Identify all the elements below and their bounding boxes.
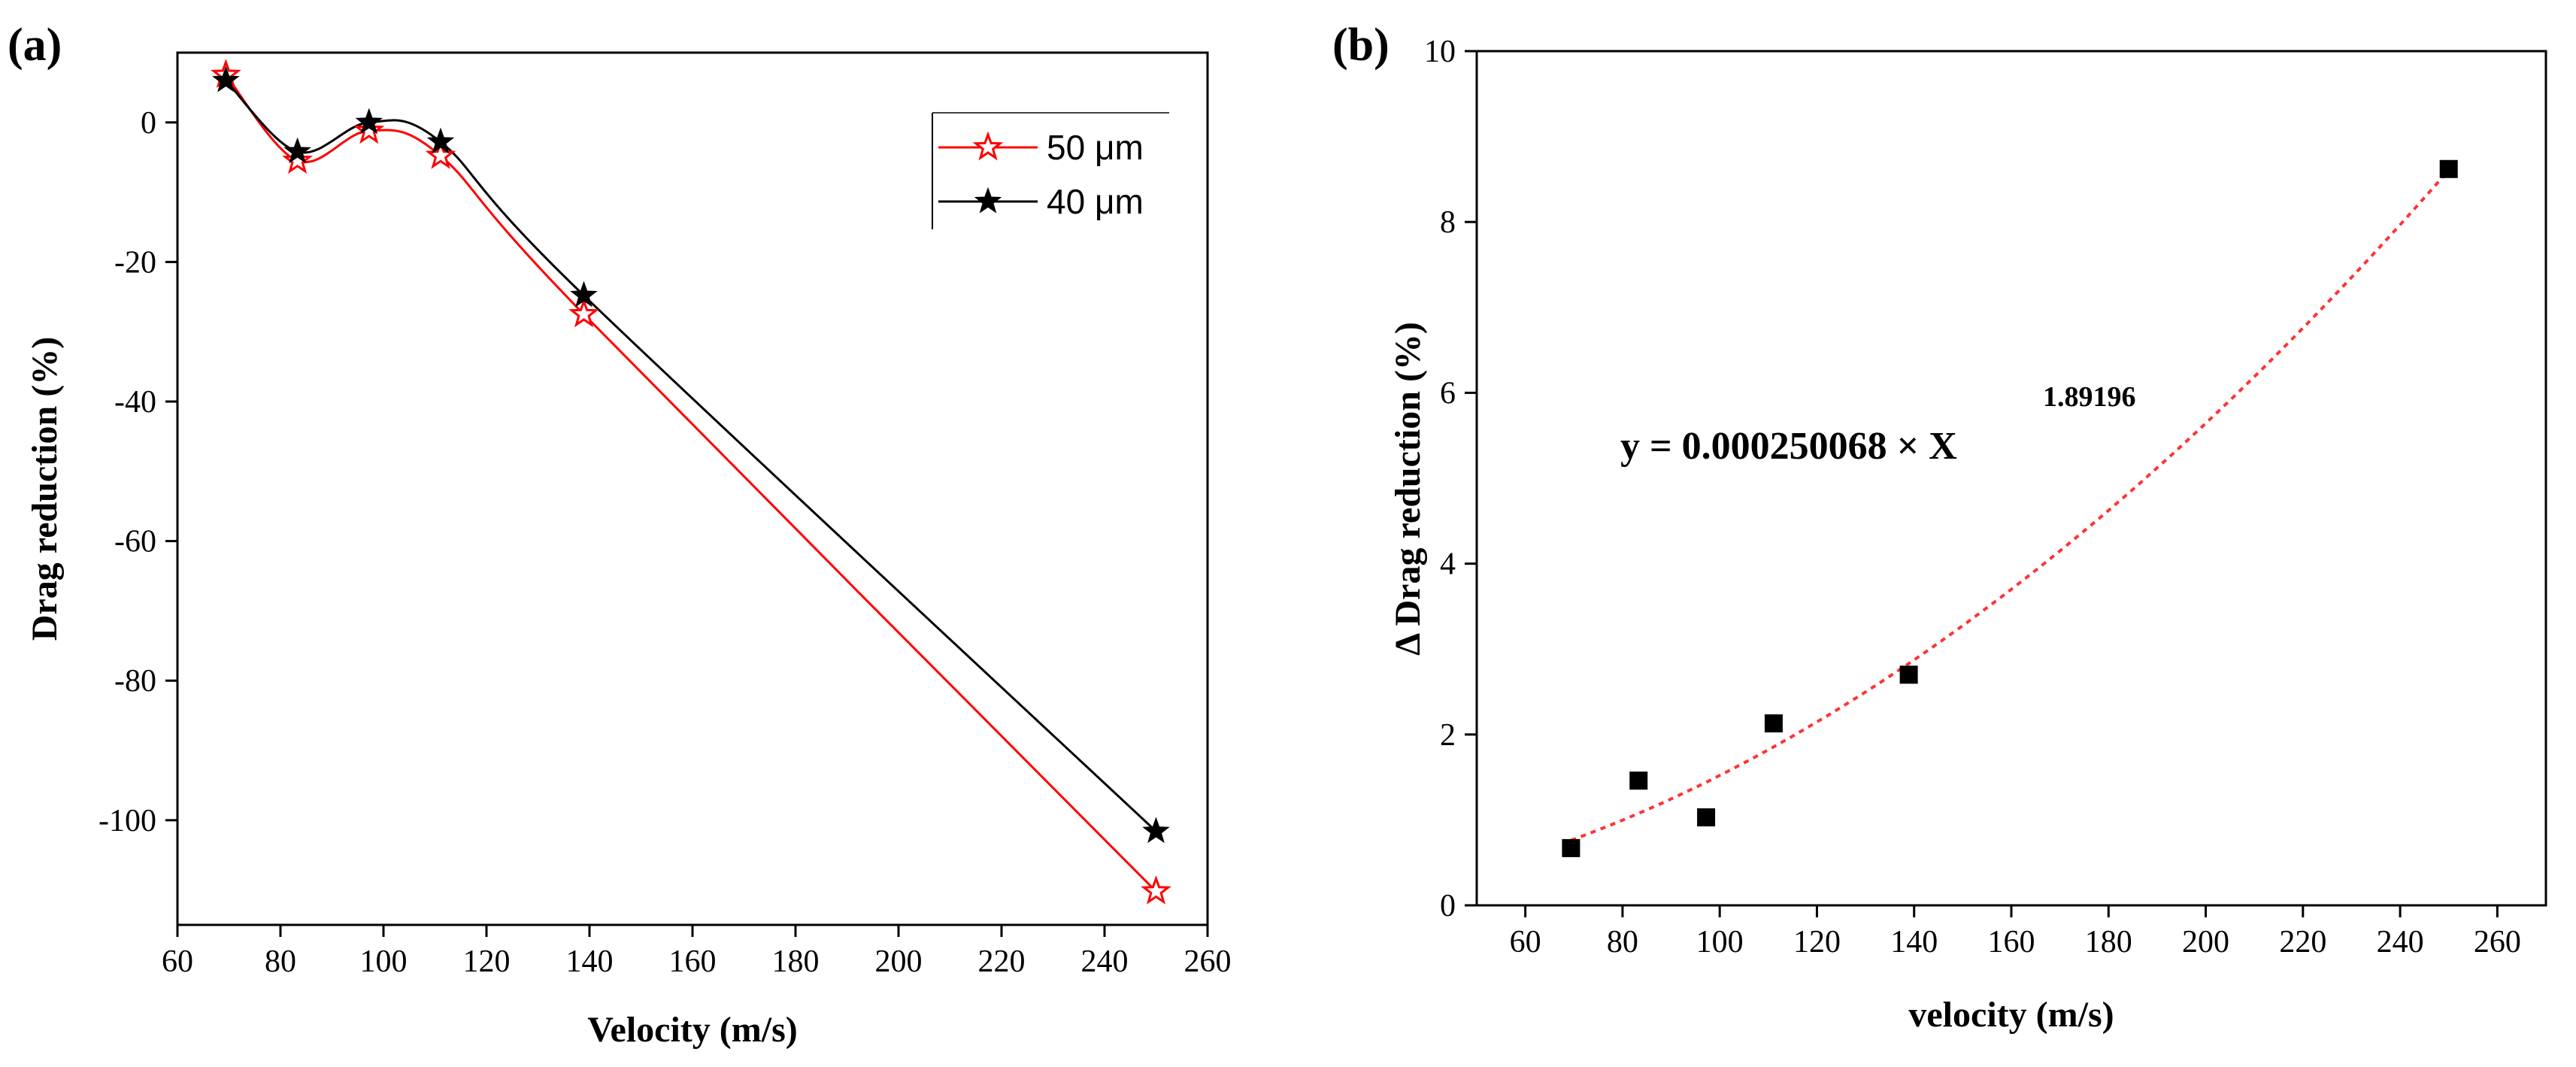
panel-b: (b) 60 80 100 120 140 160 180 200 220 240 260 0 2 4 6… xyxy=(1332,20,2547,1035)
y-tick-label: -20 xyxy=(114,245,156,280)
y-tick-label: 6 xyxy=(1440,376,1456,411)
data-point xyxy=(1697,808,1716,826)
x-tick-label: 60 xyxy=(1510,925,1541,959)
legend-marker-50um xyxy=(972,131,1004,161)
y-tick-label: 0 xyxy=(1440,889,1456,923)
x-tick-label: 60 xyxy=(162,944,193,979)
legend-star-50um xyxy=(972,131,1004,161)
panel-b-fit-group xyxy=(1570,168,2450,842)
y-tick-label: 0 xyxy=(141,106,156,141)
x-tick-label: 260 xyxy=(1184,944,1232,979)
panel-b-label: (b) xyxy=(1332,20,1390,71)
x-tick-label: 140 xyxy=(1890,925,1938,959)
data-point xyxy=(2439,159,2458,178)
x-tick-label: 240 xyxy=(2377,925,2424,959)
fit-curve xyxy=(1570,168,2450,842)
data-point xyxy=(1764,714,1783,733)
legend-label-50um: 50 μm xyxy=(1047,128,1144,167)
x-tick-label: 180 xyxy=(772,944,820,979)
x-tick-label: 100 xyxy=(360,944,408,979)
panel-a-x-axis: 60 80 100 120 140 160 180 200 220 240 260 xyxy=(162,925,1232,979)
x-tick-label: 200 xyxy=(875,944,923,979)
x-tick-label: 160 xyxy=(1988,925,2035,959)
panel-b-y-axis: 0 2 4 6 8 10 xyxy=(1424,35,1477,923)
x-tick-label: 260 xyxy=(2474,925,2521,959)
data-point-40um xyxy=(355,108,383,135)
y-tick-label: 8 xyxy=(1440,205,1456,240)
x-tick-label: 80 xyxy=(1607,925,1638,959)
legend-star-40um xyxy=(974,186,1002,214)
panel-a-y-axis: 0 -20 -40 -60 -80 -100 xyxy=(98,106,177,838)
data-point-50um xyxy=(282,144,313,174)
x-tick-label: 140 xyxy=(566,944,614,979)
y-tick-label: -80 xyxy=(114,664,156,699)
x-tick-label: 180 xyxy=(2085,925,2132,959)
panel-a-label: (a) xyxy=(8,20,62,71)
panel-a: (a) 60 80 100 120 140 160 180 200 220 240 260 0 -20… xyxy=(8,20,1232,1050)
data-point xyxy=(1629,771,1648,790)
panel-a-series-group xyxy=(211,59,1171,905)
fit-equation: y = 0.000250068 × X xyxy=(1620,425,1957,468)
data-point-50um xyxy=(425,139,456,169)
x-tick-label: 120 xyxy=(463,944,511,979)
y-tick-label: -40 xyxy=(114,385,156,420)
data-point-40um xyxy=(570,280,598,308)
data-point-40um xyxy=(1142,817,1170,844)
panel-a-x-axis-title: Velocity (m/s) xyxy=(587,1010,798,1050)
y-tick-label: 10 xyxy=(1424,35,1456,69)
y-tick-label: -60 xyxy=(114,525,156,559)
data-point-50um xyxy=(353,114,385,144)
x-tick-label: 200 xyxy=(2182,925,2229,959)
x-tick-label: 80 xyxy=(265,944,296,979)
panel-b-series-group xyxy=(1562,159,2458,857)
panel-b-y-axis-title: Δ Drag reduction (%) xyxy=(1388,322,1428,656)
x-tick-label: 100 xyxy=(1696,925,1744,959)
panel-a-legend: 50 μm 40 μm xyxy=(932,112,1169,229)
y-tick-label: 4 xyxy=(1440,547,1456,582)
y-tick-label: 2 xyxy=(1440,718,1456,753)
x-tick-label: 240 xyxy=(1081,944,1129,979)
x-tick-label: 220 xyxy=(978,944,1026,979)
data-point-50um xyxy=(1141,875,1171,905)
data-point xyxy=(1562,838,1580,857)
x-tick-label: 220 xyxy=(2279,925,2326,959)
series-line-40um xyxy=(225,80,1157,832)
legend-label-40um: 40 μm xyxy=(1047,182,1144,221)
data-point-50um xyxy=(568,298,599,328)
panel-b-x-axis-title: velocity (m/s) xyxy=(1908,995,2114,1035)
series-line-50um xyxy=(225,74,1157,893)
x-tick-label: 160 xyxy=(669,944,717,979)
data-point xyxy=(1899,665,1918,684)
panel-a-y-axis-title: Drag reduction (%) xyxy=(25,337,65,641)
x-tick-label: 120 xyxy=(1793,925,1841,959)
data-point-40um xyxy=(426,127,455,154)
panel-b-x-axis: 60 80 100 120 140 160 180 200 220 240 260 xyxy=(1510,905,2521,959)
legend-marker-40um xyxy=(974,186,1002,214)
data-point-40um xyxy=(283,137,311,164)
fit-equation-exponent: 1.89196 xyxy=(2043,381,2136,413)
data-point-40um xyxy=(212,65,240,92)
y-tick-label: -100 xyxy=(98,804,156,838)
